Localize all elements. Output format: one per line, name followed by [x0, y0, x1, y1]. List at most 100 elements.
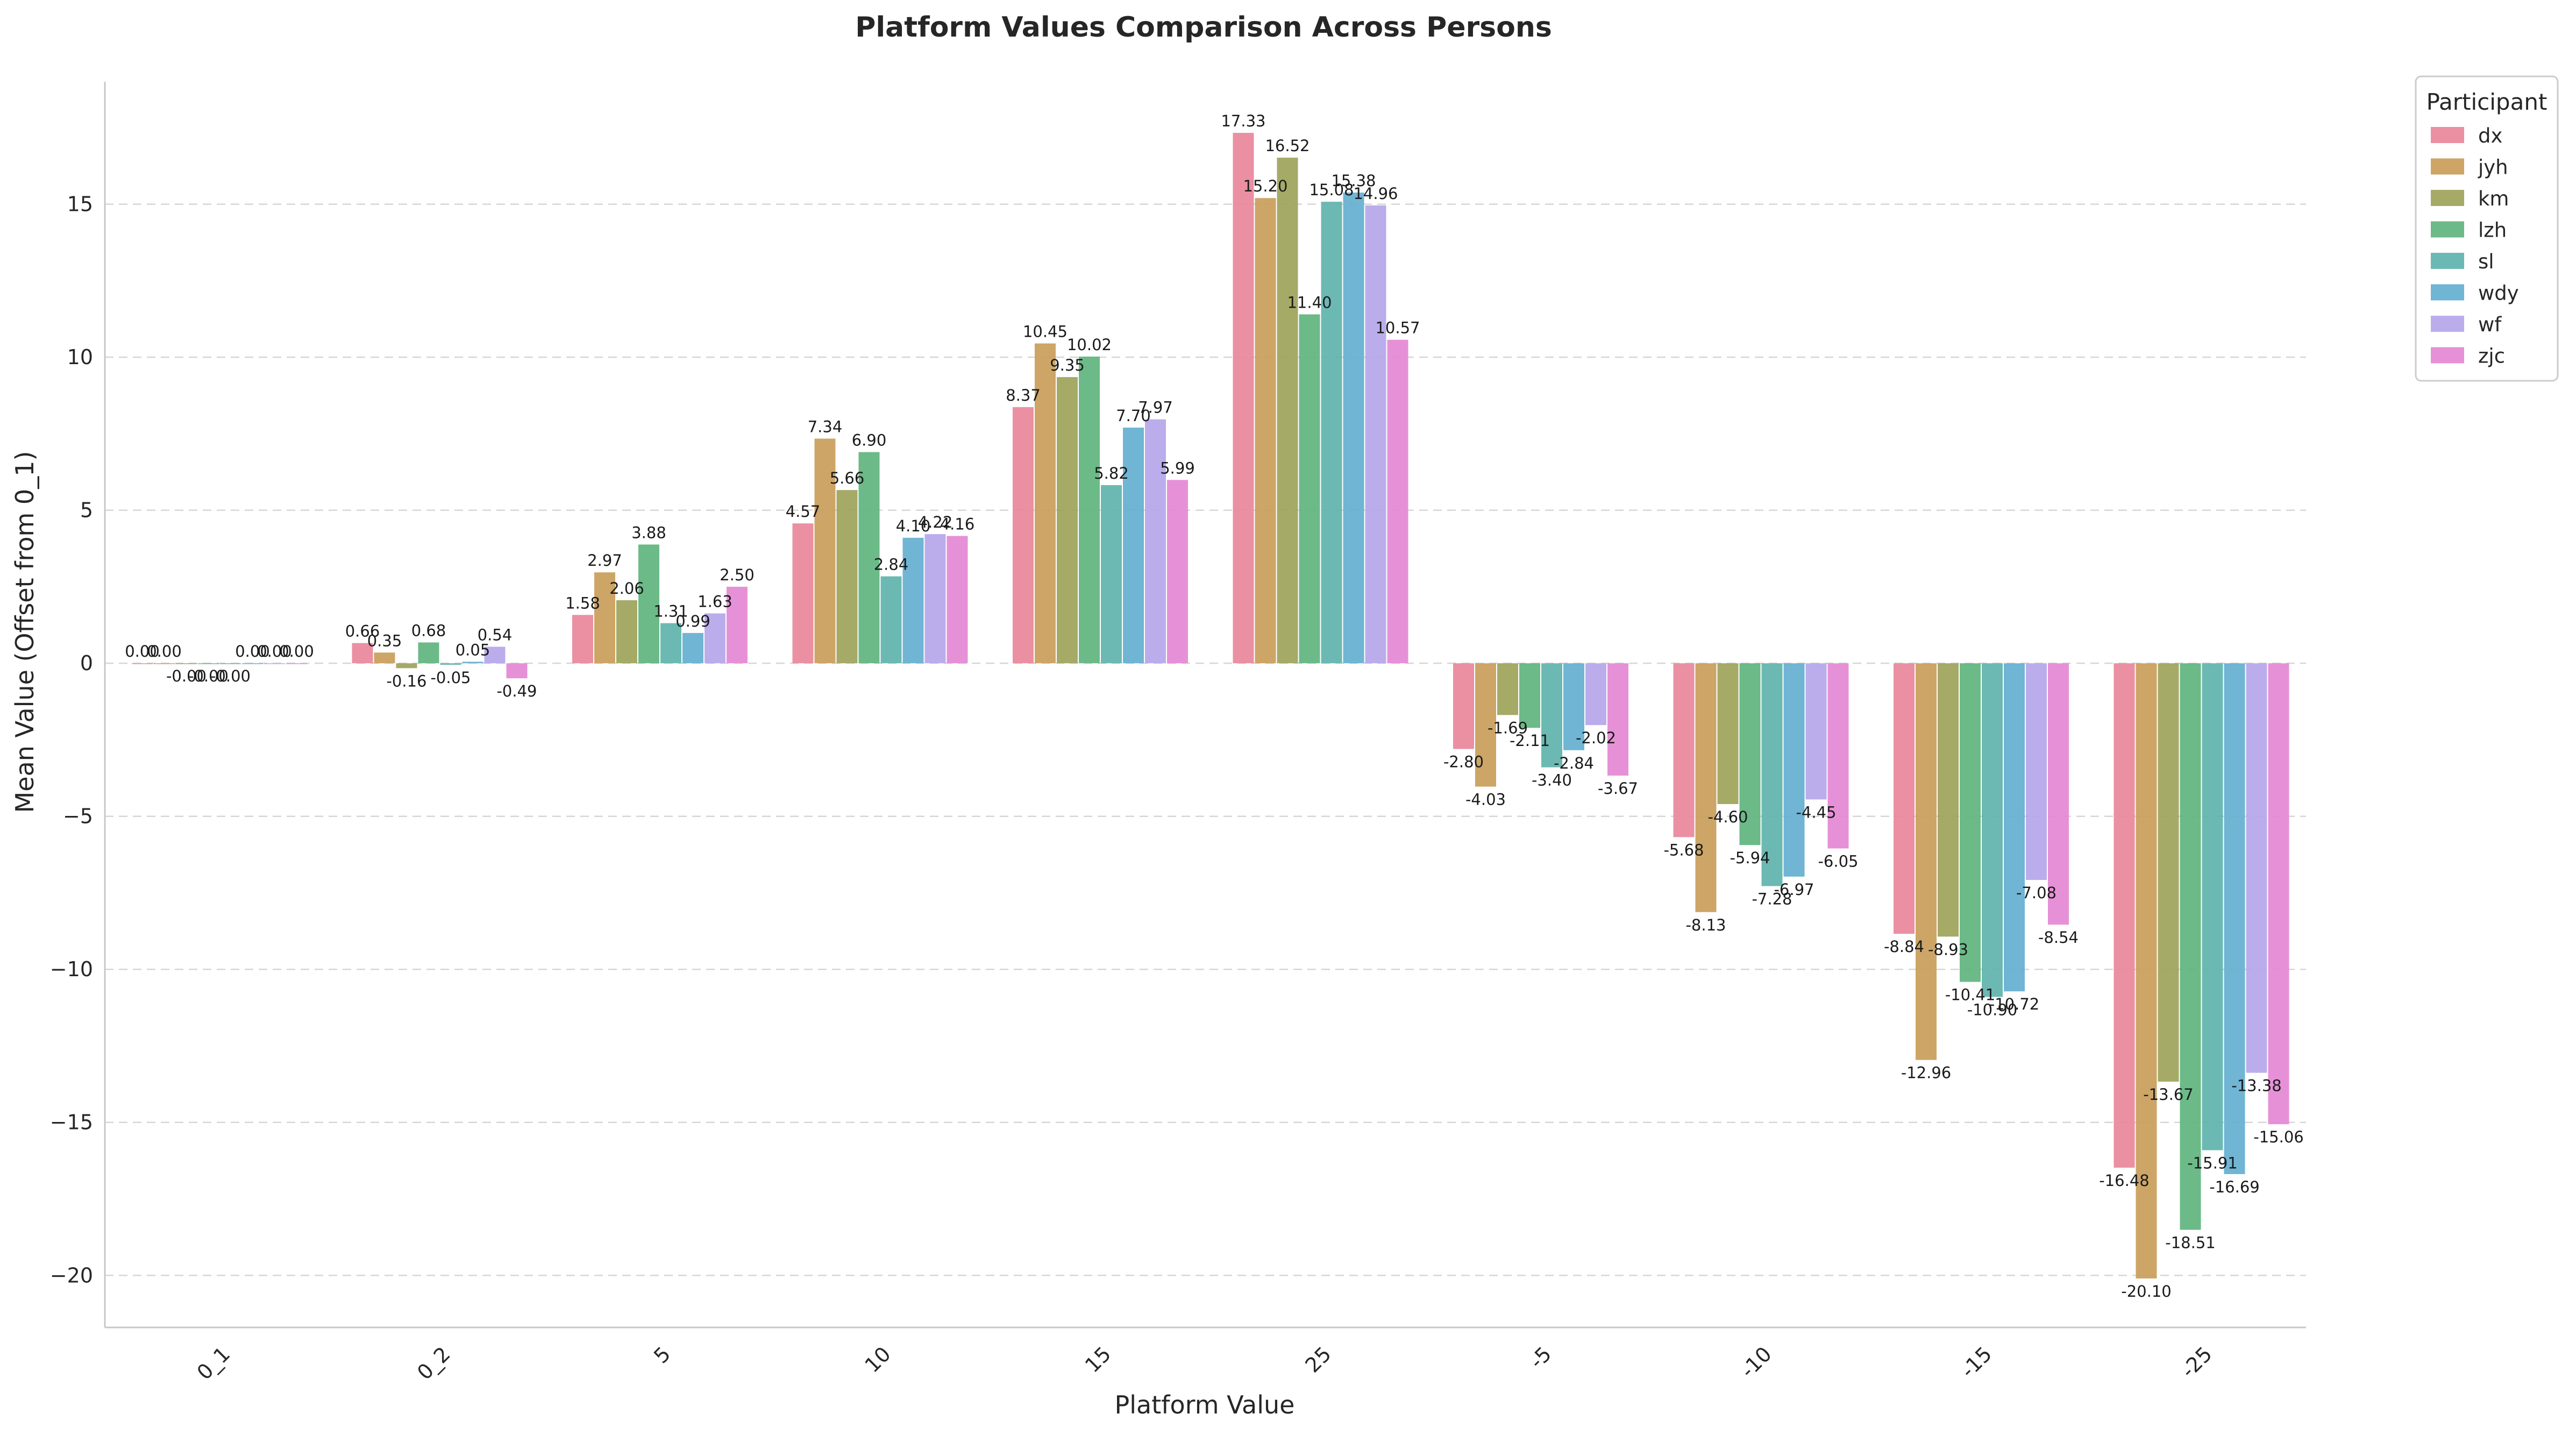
data-label: 8.37: [1006, 386, 1041, 404]
axes: [104, 82, 2306, 1329]
bar: [484, 647, 506, 664]
bar: [880, 576, 902, 664]
bar: [2268, 663, 2289, 1125]
y-tick-label: −10: [50, 957, 93, 981]
legend-swatch: [2431, 190, 2464, 206]
data-label: 16.52: [1265, 137, 1310, 155]
bar: [1079, 356, 1100, 664]
data-label: 15.20: [1243, 177, 1287, 195]
data-label: 6.90: [852, 431, 887, 450]
bar: [1783, 663, 1805, 877]
data-label: -3.40: [1532, 771, 1572, 790]
data-labels-group: 0.00 0.66 1.58 4.57 8.37 17.33 -2.80 -5.68 -8.84…: [125, 112, 2304, 1301]
data-label: -8.93: [1928, 940, 1968, 958]
bar: [1827, 663, 1849, 849]
legend-entry: zjc: [2478, 345, 2505, 368]
data-label: 0.54: [478, 626, 513, 644]
bar: [2004, 663, 2025, 992]
data-label: 3.88: [631, 523, 666, 542]
bar: [1255, 198, 1276, 664]
legend-swatch: [2431, 127, 2464, 143]
bar: [1277, 158, 1298, 664]
data-label: -7.08: [2016, 884, 2056, 902]
data-label: 11.40: [1287, 293, 1332, 311]
data-label: 0.00: [147, 642, 182, 660]
bar: [1343, 192, 1364, 664]
bar: [1695, 663, 1717, 912]
data-label: -4.60: [1707, 808, 1748, 826]
bar: [2114, 663, 2135, 1168]
bar: [1321, 202, 1342, 664]
data-label: 10.57: [1375, 319, 1420, 337]
bar: [1519, 663, 1540, 728]
bar: [198, 663, 219, 664]
bar: [1982, 663, 2003, 997]
data-label: -0.00: [210, 667, 251, 685]
data-label: -18.51: [2165, 1233, 2216, 1252]
data-label: 1.31: [653, 602, 688, 621]
data-label: 7.97: [1138, 399, 1173, 417]
data-label: 0.00: [279, 642, 314, 660]
data-label: -10.72: [1989, 995, 2040, 1013]
data-label: -8.54: [2038, 928, 2079, 947]
bar: [462, 662, 483, 664]
data-label: -16.48: [2099, 1171, 2150, 1190]
data-label: 14.96: [1353, 184, 1398, 203]
bar: [638, 544, 659, 664]
bar: [1563, 663, 1584, 750]
bar: [1761, 663, 1783, 886]
bar: [1057, 377, 1078, 664]
bar: [616, 600, 637, 664]
y-tick-label: 10: [67, 345, 93, 369]
data-label: -4.03: [1465, 791, 1506, 809]
bar: [947, 536, 968, 664]
data-label: -8.13: [1685, 916, 1726, 934]
data-label: 5.82: [1094, 464, 1129, 482]
data-label: -6.97: [1774, 880, 1814, 899]
legend: Participant dx jyh km lzh sl wdy wf zjc: [2415, 75, 2559, 382]
bar: [2048, 663, 2069, 925]
data-label: -12.96: [1901, 1064, 1952, 1082]
bar: [836, 490, 858, 664]
data-label: 4.10: [896, 517, 931, 535]
data-label: 0.68: [411, 621, 446, 640]
data-label: 7.34: [808, 418, 843, 436]
legend-entry: dx: [2478, 124, 2502, 147]
data-label: 2.50: [720, 566, 755, 584]
data-label: -2.84: [1554, 754, 1594, 772]
bar: [440, 663, 461, 665]
data-label: -10.41: [1945, 986, 1996, 1004]
data-label: 0.99: [675, 612, 710, 630]
bar: [1387, 339, 1408, 664]
data-label: 4.22: [918, 513, 953, 531]
legend-entry: km: [2478, 187, 2509, 210]
data-label: 2.97: [587, 551, 622, 570]
bar: [858, 452, 880, 664]
legend-swatch: [2431, 221, 2464, 238]
data-label: -5.68: [1663, 841, 1704, 859]
bar: [220, 663, 241, 664]
bar: [286, 663, 307, 664]
legend-entry: wf: [2478, 313, 2502, 336]
bar: [1805, 663, 1827, 800]
bar: [352, 643, 373, 664]
data-label: 17.33: [1221, 112, 1265, 130]
data-label: 5.99: [1160, 459, 1195, 477]
bar: [1365, 205, 1386, 664]
data-label: 0.35: [367, 631, 402, 650]
bar: [572, 615, 593, 664]
bar: [418, 642, 439, 664]
y-tick-label: −20: [50, 1263, 93, 1287]
legend-frame: [2415, 75, 2559, 382]
data-label: 0.00: [125, 642, 160, 660]
bar: [1101, 485, 1122, 664]
bar: [1123, 428, 1144, 664]
x-axis-label: Platform Value: [1115, 1390, 1295, 1419]
bar: [1717, 663, 1739, 804]
data-label: -15.91: [2187, 1154, 2238, 1173]
data-label: 2.84: [874, 556, 909, 574]
data-label: -10.90: [1967, 1000, 2018, 1019]
data-label: 0.00: [235, 642, 270, 660]
bar: [2026, 663, 2047, 880]
